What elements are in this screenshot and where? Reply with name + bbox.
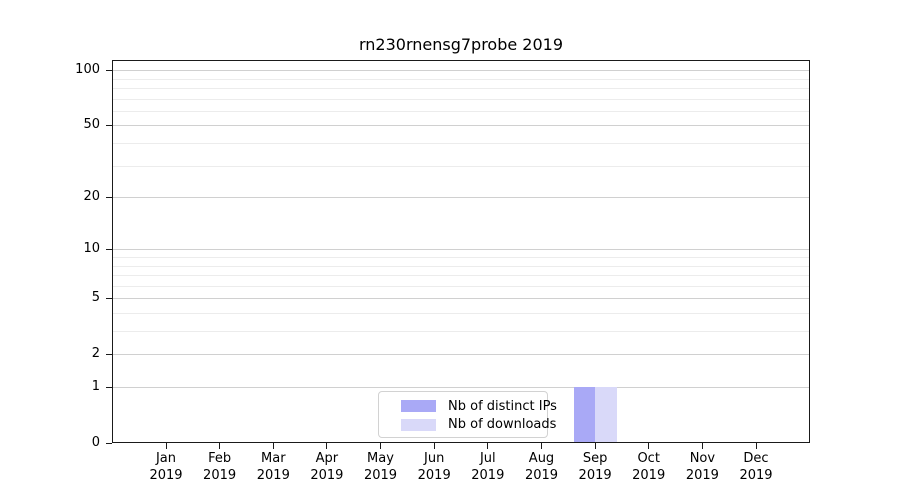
y-tick-0 [106, 442, 112, 444]
gridline-major-50 [113, 125, 809, 127]
y-tick-5 [106, 297, 112, 299]
x-tick-jul [487, 443, 489, 449]
y-tick-label-5: 5 [91, 290, 100, 306]
bar-nb-of-distinct-ips-sep [573, 387, 596, 443]
x-tick-label-apr: Apr 2019 [310, 451, 344, 483]
gridline-minor-9 [113, 257, 809, 258]
x-tick-label-jul: Jul 2019 [471, 451, 505, 483]
y-tick-100 [106, 69, 112, 71]
legend-label-downloads: Nb of downloads [448, 417, 557, 433]
y-tick-2 [106, 353, 112, 355]
gridline-minor-70 [113, 98, 809, 100]
y-tick-label-2: 2 [91, 346, 100, 362]
x-tick-label-may: May 2019 [363, 451, 398, 483]
y-tick-1 [106, 386, 112, 388]
y-tick-10 [106, 248, 112, 250]
gridline-minor-4 [113, 313, 809, 314]
plot-area-border [112, 60, 810, 443]
x-tick-nov [701, 443, 703, 449]
gridline-minor-6 [113, 285, 809, 287]
legend-swatch-downloads [401, 418, 436, 431]
gridline-minor-90 [113, 78, 809, 80]
y-tick-label-10: 10 [83, 241, 100, 257]
x-tick-label-jan: Jan 2019 [149, 451, 183, 483]
x-tick-label-oct: Oct 2019 [632, 451, 666, 483]
legend-entry-downloads: Nb of downloads [401, 417, 556, 432]
y-tick-label-1: 1 [91, 379, 100, 394]
x-tick-feb [219, 443, 221, 449]
legend-swatch-distinct-ips [401, 400, 436, 413]
bar-nb-of-downloads-sep [595, 387, 617, 443]
y-tick-label-50: 50 [83, 117, 100, 133]
x-tick-dec [755, 443, 757, 449]
x-tick-may [380, 443, 381, 449]
gridline-minor-7 [113, 275, 809, 276]
gridline-major-100 [113, 70, 809, 72]
gridline-major-2 [113, 354, 809, 356]
gridline-major-10 [113, 249, 809, 251]
gridline-major-5 [113, 298, 809, 300]
gridline-major-1 [113, 387, 809, 388]
x-tick-mar [272, 443, 274, 449]
gridline-minor-8 [113, 265, 809, 267]
gridline-major-20 [113, 197, 809, 198]
y-tick-label-0: 0 [91, 435, 100, 450]
y-tick-label-20: 20 [83, 189, 100, 204]
legend-label-distinct-ips: Nb of distinct IPs [448, 398, 557, 414]
gridline-minor-30 [113, 165, 809, 167]
gridline-minor-80 [113, 88, 809, 89]
x-tick-label-nov: Nov 2019 [685, 451, 719, 483]
y-tick-50 [106, 124, 112, 126]
legend-entry-distinct-ips: Nb of distinct IPs [401, 399, 557, 414]
x-tick-oct [648, 443, 650, 449]
x-tick-jan [165, 443, 167, 449]
gridline-minor-60 [113, 110, 809, 112]
x-tick-label-sep: Sep 2019 [578, 451, 612, 483]
x-tick-label-jun: Jun 2019 [417, 451, 451, 483]
y-tick-20 [106, 196, 112, 198]
x-tick-label-aug: Aug 2019 [524, 451, 559, 483]
x-tick-jun [433, 443, 435, 449]
x-tick-label-dec: Dec 2019 [739, 451, 773, 483]
x-tick-aug [541, 443, 542, 449]
x-tick-sep [594, 443, 596, 449]
x-tick-apr [326, 443, 328, 449]
x-tick-label-feb: Feb 2019 [203, 451, 237, 483]
legend: Nb of distinct IPs Nb of downloads [378, 391, 557, 438]
x-tick-label-mar: Mar 2019 [256, 451, 290, 483]
chart-title: rn230rnensg7probe 2019 [358, 35, 564, 54]
gridline-minor-40 [113, 143, 809, 144]
gridline-minor-3 [113, 331, 809, 332]
y-tick-label-100: 100 [75, 62, 100, 78]
